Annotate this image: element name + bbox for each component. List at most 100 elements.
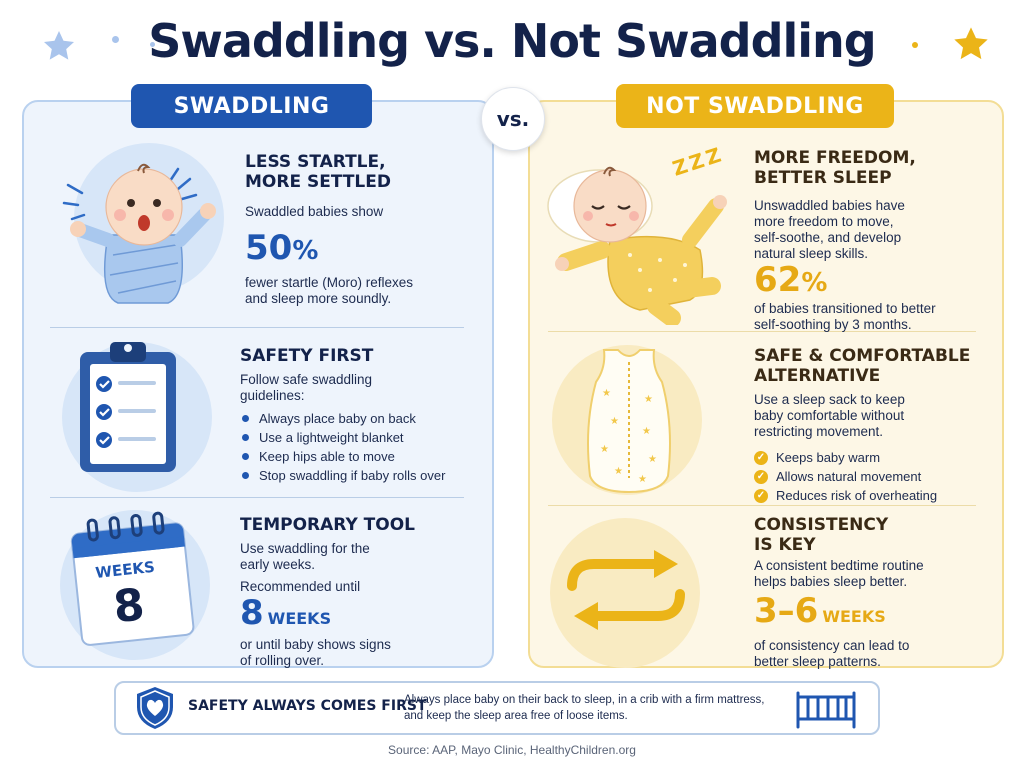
list-item: ✓ Reduces risk of overheating [754,486,984,505]
heading-line: MORE SETTLED [245,172,391,192]
heading-line: BETTER SLEEP [754,168,892,188]
text-line: natural sleep skills. [754,246,869,261]
section-text: Swaddled babies show [245,204,384,219]
svg-text:★: ★ [638,474,647,485]
svg-text:★: ★ [648,454,657,465]
list-item-text: Reduces risk of overheating [776,488,938,503]
section-text: of babies transitioned to better self-so… [754,301,974,333]
text-line: of consistency can lead to [754,638,910,653]
text-line: baby comfortable without [754,408,905,423]
section-text: or until baby shows signs of rolling ove… [240,637,470,669]
section-heading: SAFETY FIRST [240,346,374,366]
text-line: restricting movement. [754,424,884,439]
section-text: Recommended until [240,579,361,594]
stat-value: 62% [754,262,974,301]
text-line: fewer startle (Moro) reflexes [245,275,414,290]
dot-decoration [150,42,155,47]
safety-banner [114,681,880,735]
bullet-dot [242,472,249,479]
list-item: ✓ Keeps baby warm [754,448,984,467]
section-text: fewer startle (Moro) reflexes and sleep … [245,275,455,307]
list-item-text: Use a lightweight blanket [259,430,404,445]
list-item: Keep hips able to move [240,447,470,466]
divider [548,331,976,332]
divider [50,327,464,328]
bullet-list: Always place baby on back Use a lightwei… [240,409,470,485]
stat-number: 3–6 [754,591,819,631]
list-item-text: Always place baby on back [259,411,416,426]
svg-text:★: ★ [644,394,653,405]
text-line: Unswaddled babies have [754,198,905,213]
banner-title: SAFETY ALWAYS COMES FIRST [188,698,427,714]
check-icon: ✓ [754,469,768,484]
list-item: Use a lightweight blanket [240,428,470,447]
crib-icon [796,691,856,729]
list-item: Always place baby on back [240,409,470,428]
cycle-arrows-icon [567,550,685,630]
list-item: Stop swaddling if baby rolls over [240,466,470,485]
text-line: Use a sleep sack to keep [754,392,905,407]
svg-text:★: ★ [642,426,651,437]
text-line: A consistent bedtime routine [754,558,924,573]
section-text: Use swaddling for the early weeks. [240,541,470,573]
bullet-dot [242,415,249,422]
text-line: self-soothe, and develop [754,230,902,245]
list-item-text: Keeps baby warm [776,450,881,465]
stat-value: 50% [245,228,455,271]
right-section-3: CONSISTENCY IS KEY A consistent bedtime … [754,515,984,670]
svg-text:★: ★ [614,466,623,477]
bullet-dot [242,434,249,441]
check-list: ✓ Keeps baby warm ✓ Allows natural movemen… [754,448,984,505]
right-section-2: SAFE & COMFORTABLE ALTERNATIVE Use a sle… [754,346,984,505]
section-heading: TEMPORARY TOOL [240,515,416,535]
check-icon: ✓ [754,450,768,465]
text-line: or until baby shows signs [240,637,391,652]
stat-unit: WEEKS [822,607,886,626]
text-line: and sleep more soundly. [245,291,392,306]
vs-badge: vs. [481,87,545,151]
left-section-3: TEMPORARY TOOL Use swaddling for the ear… [240,515,470,669]
list-item: ✓ Allows natural movement [754,467,984,486]
star-icon [44,31,74,60]
dot-decoration [112,36,119,43]
text-line: helps babies sleep better. [754,574,908,589]
calendar-icon: WEEKS 8 [70,511,195,646]
section-heading: CONSISTENCY IS KEY [754,515,984,555]
divider [50,497,464,498]
text-line: guidelines: [240,388,305,403]
illustration-backdrop [550,518,700,668]
bullet-dot [242,453,249,460]
section-heading: SAFE & COMFORTABLE ALTERNATIVE [754,346,984,386]
section-text: Unswaddled babies have more freedom to m… [754,198,974,262]
text-line: of rolling over. [240,653,325,668]
text-line: better sleep patterns. [754,654,881,669]
svg-text:★: ★ [600,444,609,455]
source-citation: Source: AAP, Mayo Clinic, HealthyChildre… [388,743,636,757]
heading-line: MORE FREEDOM, [754,148,916,168]
left-section-1: LESS STARTLE, MORE SETTLED Swaddled babi… [245,152,455,307]
text-line: Follow safe swaddling [240,372,373,387]
text-line: Use swaddling for the [240,541,370,556]
stat-unit: % [801,268,828,298]
sleep-sack-illustration: ★★★★ ★★★★ [587,349,671,494]
star-icon [954,27,988,60]
swaddling-tag: SWADDLING [131,84,372,128]
section-heading: LESS STARTLE, MORE SETTLED [245,152,455,192]
calendar-number: 8 [111,579,147,633]
shield-heart-icon [137,687,173,729]
stat-number: 62 [754,260,802,300]
heading-line: SAFE & COMFORTABLE [754,346,971,366]
check-icon: ✓ [754,488,768,503]
section-text: Follow safe swaddling guidelines: [240,372,470,404]
stat-unit: % [292,236,319,266]
list-item-text: Keep hips able to move [259,449,395,464]
stat-unit: WEEKS [267,609,332,628]
divider [548,505,976,506]
right-section-1: MORE FREEDOM, BETTER SLEEP Unswaddled ba… [754,148,974,333]
heading-line: IS KEY [754,535,816,555]
heading-line: LESS STARTLE, [245,152,386,172]
baby-startled-illustration [62,163,216,304]
dot-decoration [912,42,918,48]
heading-line: ALTERNATIVE [754,366,881,386]
stat-number: 50 [245,228,293,268]
